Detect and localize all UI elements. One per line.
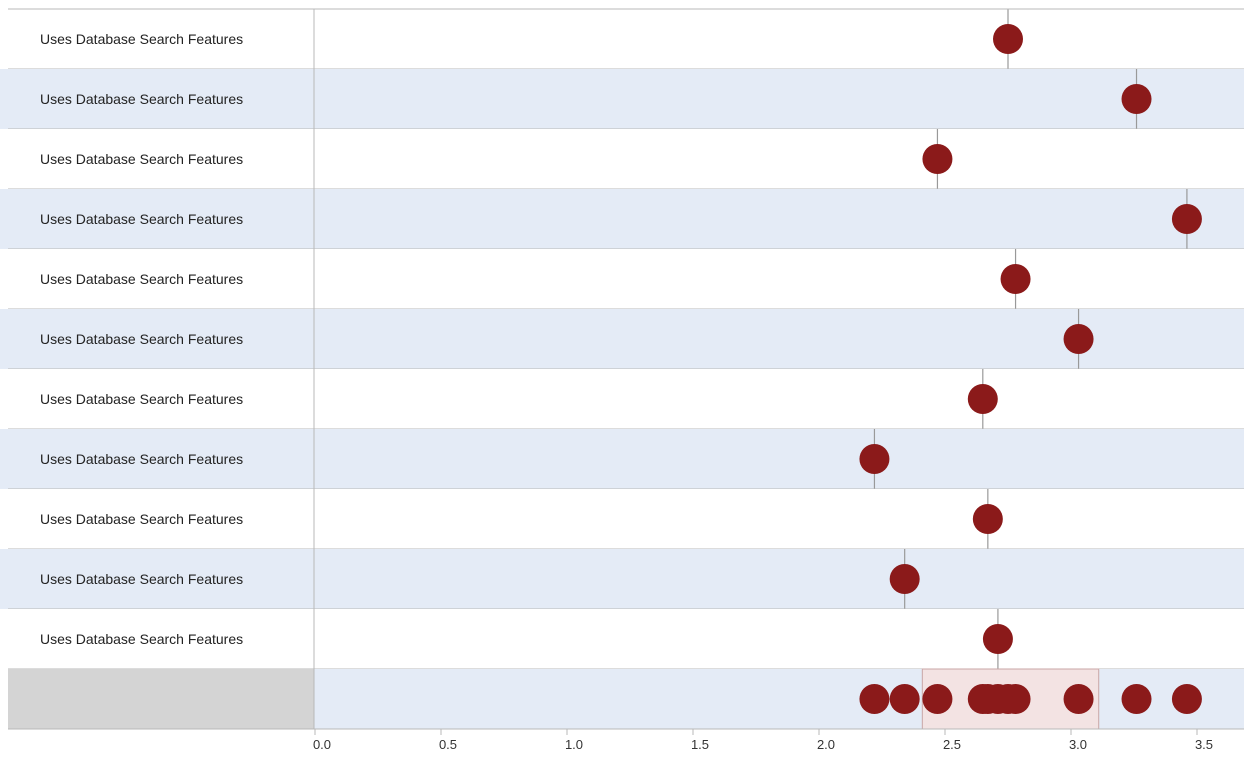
x-tick-label: 3.0: [1069, 737, 1087, 752]
data-point: [972, 504, 1003, 534]
row-label: Uses Database Search Features: [40, 511, 243, 527]
row-background: [0, 129, 1244, 189]
row-label: Uses Database Search Features: [40, 631, 243, 647]
row-label: Uses Database Search Features: [40, 271, 243, 287]
x-tick-label: 2.5: [943, 737, 961, 752]
summary-data-point: [982, 684, 1013, 714]
summary-label-cell: [8, 669, 314, 729]
summary-data-point: [859, 684, 890, 714]
chart-row: Uses Database Search Features: [0, 609, 1244, 670]
chart-row: Uses Database Search Features: [0, 309, 1244, 370]
summary-data-point: [922, 684, 953, 714]
data-point: [922, 144, 953, 174]
data-point: [1000, 264, 1031, 294]
chart-row: Uses Database Search Features: [0, 129, 1244, 190]
data-point: [1063, 324, 1094, 354]
summary-background: [314, 669, 1244, 729]
row-background: [0, 489, 1244, 549]
row-background: [0, 429, 1244, 489]
chart-row: Uses Database Search Features: [0, 489, 1244, 550]
data-point: [982, 624, 1013, 654]
x-tick-label: 2.0: [817, 737, 835, 752]
row-background: [0, 309, 1244, 369]
data-point: [993, 24, 1023, 54]
summary-data-point: [1063, 684, 1094, 714]
row-background: [0, 189, 1244, 249]
chart-row: Uses Database Search Features: [0, 69, 1244, 130]
data-point: [1171, 204, 1202, 234]
row-background: [0, 69, 1244, 129]
chart-row: Uses Database Search Features: [0, 189, 1244, 250]
summary-data-point: [1171, 684, 1202, 714]
row-label: Uses Database Search Features: [40, 211, 243, 227]
row-background: [0, 369, 1244, 429]
row-label: Uses Database Search Features: [40, 331, 243, 347]
row-label: Uses Database Search Features: [40, 571, 243, 587]
row-background: [0, 249, 1244, 309]
x-tick-label: 0.5: [439, 737, 457, 752]
row-background: [0, 9, 1244, 69]
data-point: [967, 384, 998, 414]
x-tick-label: 1.5: [691, 737, 709, 752]
row-label: Uses Database Search Features: [40, 91, 243, 107]
x-axis: 0.0 0.5 1.0 1.5 2.0 2.5 3.0 3.5: [313, 9, 1213, 752]
row-label: Uses Database Search Features: [40, 151, 243, 167]
data-point: [889, 564, 920, 594]
chart-row: Uses Database Search Features: [0, 249, 1244, 310]
chart-row: Uses Database Search Features: [0, 549, 1244, 610]
row-label: Uses Database Search Features: [40, 451, 243, 467]
x-tick-label: 1.0: [565, 737, 583, 752]
row-label: Uses Database Search Features: [40, 391, 243, 407]
x-tick-label: 0.0: [313, 737, 331, 752]
row-background: [0, 549, 1244, 609]
data-point: [1121, 84, 1152, 114]
summary-data-point: [1121, 684, 1152, 714]
chart-row: Uses Database Search Features: [0, 9, 1244, 70]
chart-row: Uses Database Search Features: [0, 369, 1244, 430]
rows-layer: Uses Database Search Features Uses Databa…: [0, 8, 1244, 670]
summary-data-point: [889, 684, 920, 714]
chart-row: Uses Database Search Features: [0, 429, 1244, 490]
row-background: [0, 609, 1244, 669]
data-point: [859, 444, 890, 474]
x-tick-label: 3.5: [1195, 737, 1213, 752]
summary-row: [8, 668, 1244, 730]
row-label: Uses Database Search Features: [40, 31, 243, 47]
